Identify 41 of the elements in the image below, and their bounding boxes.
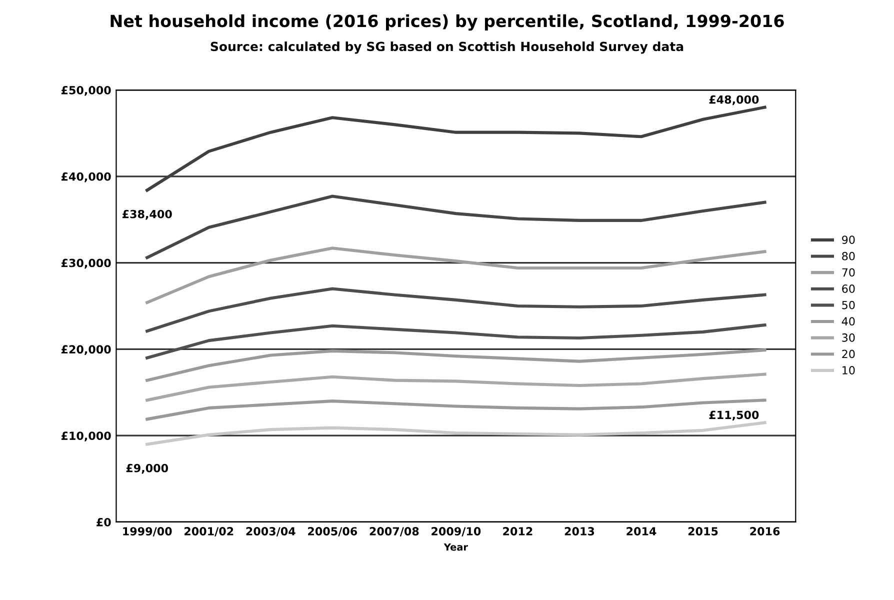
x-tick-label: 2012 xyxy=(503,527,532,536)
x-tick-label: 1999/00 xyxy=(123,527,172,536)
x-tick-label: 2001/02 xyxy=(184,527,234,536)
chart-subtitle: Source: calculated by SG based on Scottish Household Survey data xyxy=(210,42,684,54)
y-tick-label: £30,000 xyxy=(61,258,111,269)
line-series xyxy=(146,246,766,304)
x-tick-label: 2016 xyxy=(750,527,780,536)
legend-label: 50 xyxy=(842,300,855,310)
x-tick-label: 2007/08 xyxy=(370,527,419,536)
line-series xyxy=(146,323,766,360)
line-series xyxy=(146,372,766,402)
line-series xyxy=(146,348,766,382)
y-tick-label: £50,000 xyxy=(61,86,111,96)
y-tick-label: £20,000 xyxy=(61,345,111,355)
legend-label: 60 xyxy=(842,284,855,293)
legend-label: 10 xyxy=(842,366,855,374)
x-tick-label: 2013 xyxy=(564,527,594,536)
y-tick-label: £10,000 xyxy=(61,432,111,442)
x-tick-label: 2005/06 xyxy=(308,527,358,536)
annotation: £9,000 xyxy=(126,464,168,474)
y-tick-label: £0 xyxy=(96,518,111,526)
annotation: £38,400 xyxy=(122,210,172,220)
legend-label: 70 xyxy=(842,268,855,277)
legend-label: 20 xyxy=(842,350,855,358)
legend-label: 40 xyxy=(842,317,855,326)
line-series xyxy=(146,287,766,333)
x-tick-label: 2015 xyxy=(688,527,718,536)
x-axis-title: Year xyxy=(444,543,468,551)
y-tick-label: £40,000 xyxy=(61,172,111,182)
x-tick-label: 2009/10 xyxy=(432,527,481,536)
legend-label: 80 xyxy=(842,252,855,260)
line-series xyxy=(146,421,766,446)
x-tick-label: 2014 xyxy=(626,527,656,536)
line-series xyxy=(146,398,766,421)
legend-label: 30 xyxy=(842,333,855,342)
annotation: £11,500 xyxy=(709,410,759,421)
chart-title: Net household income (2016 prices) by percentile, Scotland, 1999-2016 xyxy=(110,14,784,31)
annotation: £48,000 xyxy=(709,95,759,106)
legend-label: 90 xyxy=(842,236,855,244)
x-tick-label: 2003/04 xyxy=(246,527,296,536)
line-series xyxy=(146,106,766,192)
